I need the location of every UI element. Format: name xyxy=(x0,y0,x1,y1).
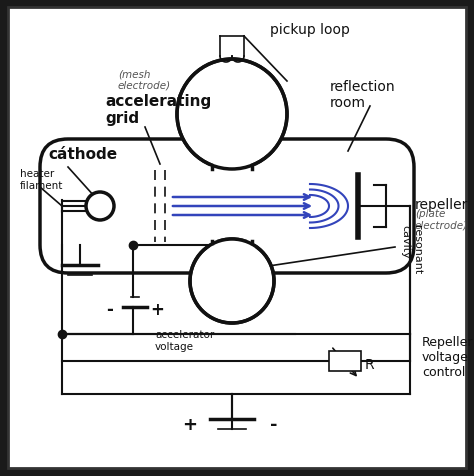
Bar xyxy=(329,351,361,371)
Text: +: + xyxy=(182,415,198,433)
FancyBboxPatch shape xyxy=(40,140,414,273)
Text: Repeller
voltage
control: Repeller voltage control xyxy=(422,336,474,379)
Text: accelerating
grid: accelerating grid xyxy=(105,94,211,126)
Text: cáthode: cáthode xyxy=(48,147,117,162)
Text: pickup loop: pickup loop xyxy=(270,23,350,37)
Text: (mesh
electrode): (mesh electrode) xyxy=(118,69,171,90)
Text: +: + xyxy=(150,300,164,318)
Text: accelerator
voltage: accelerator voltage xyxy=(155,329,214,351)
Bar xyxy=(210,165,254,195)
Circle shape xyxy=(86,193,114,220)
Text: reflection
room: reflection room xyxy=(330,80,396,110)
Text: repeller: repeller xyxy=(415,198,468,211)
Text: -: - xyxy=(270,415,278,433)
Text: -: - xyxy=(107,300,113,318)
Text: heater
filament: heater filament xyxy=(20,169,64,190)
Text: R: R xyxy=(365,357,374,371)
Circle shape xyxy=(177,60,287,169)
Text: resonant
cavity: resonant cavity xyxy=(400,225,421,274)
Bar xyxy=(210,240,254,270)
Circle shape xyxy=(190,239,274,323)
Text: (plate
electrode): (plate electrode) xyxy=(415,209,468,230)
